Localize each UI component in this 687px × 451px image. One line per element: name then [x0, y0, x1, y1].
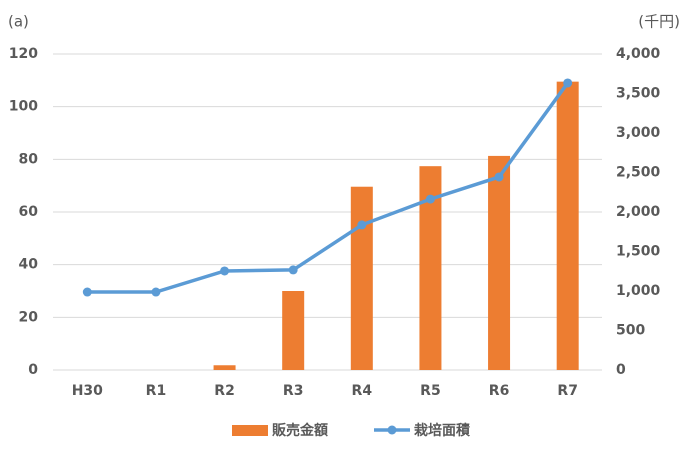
y2-tick-label: 500	[616, 323, 645, 339]
legend-swatch	[232, 425, 268, 436]
y-tick-label: 80	[19, 151, 39, 167]
y-tick-label: 100	[9, 99, 38, 115]
y2-tick-label: 2,500	[616, 165, 661, 181]
y2-tick-label: 3,500	[616, 86, 661, 102]
bar	[282, 291, 305, 370]
x-tick-label: R7	[557, 383, 578, 399]
y-axis-title: (a)	[8, 13, 29, 31]
x-tick-label: R5	[420, 383, 441, 399]
y2-tick-label: 1,000	[616, 283, 661, 299]
point	[425, 194, 435, 204]
legend-label: 販売金額	[272, 422, 328, 439]
y-tick-label: 60	[19, 204, 39, 220]
bar	[488, 155, 511, 370]
x-tick-label: R1	[146, 383, 167, 399]
point	[357, 220, 367, 230]
line	[87, 81, 570, 294]
legend-label: 栽培面積	[414, 422, 471, 439]
point	[494, 172, 504, 182]
y-tick-label: 0	[28, 362, 38, 378]
y2-tick-label: 3,000	[616, 125, 661, 141]
y-tick-label: 40	[19, 257, 39, 273]
x-tick-label: R4	[352, 383, 373, 399]
point	[563, 78, 573, 88]
y-tick-label: 120	[9, 46, 38, 62]
y2-tick-label: 0	[616, 362, 626, 378]
point	[151, 287, 161, 297]
bar	[419, 166, 442, 370]
x-tick-label: H30	[72, 383, 103, 399]
y2-tick-label: 4,000	[616, 46, 661, 62]
x-tick-label: R6	[489, 383, 510, 399]
x-tick-label: R3	[283, 383, 304, 399]
point	[288, 265, 298, 275]
point	[82, 287, 92, 297]
y2-axis-title: (千円)	[638, 13, 680, 31]
legend-swatch	[387, 425, 397, 435]
bar	[213, 365, 236, 370]
y2-tick-label: 1,500	[616, 244, 661, 260]
x-tick-label: R2	[214, 383, 235, 399]
y-tick-label: 20	[19, 309, 39, 325]
bar	[556, 81, 579, 371]
y2-tick-label: 2,000	[616, 204, 661, 220]
bar	[350, 186, 373, 370]
point	[220, 266, 230, 276]
